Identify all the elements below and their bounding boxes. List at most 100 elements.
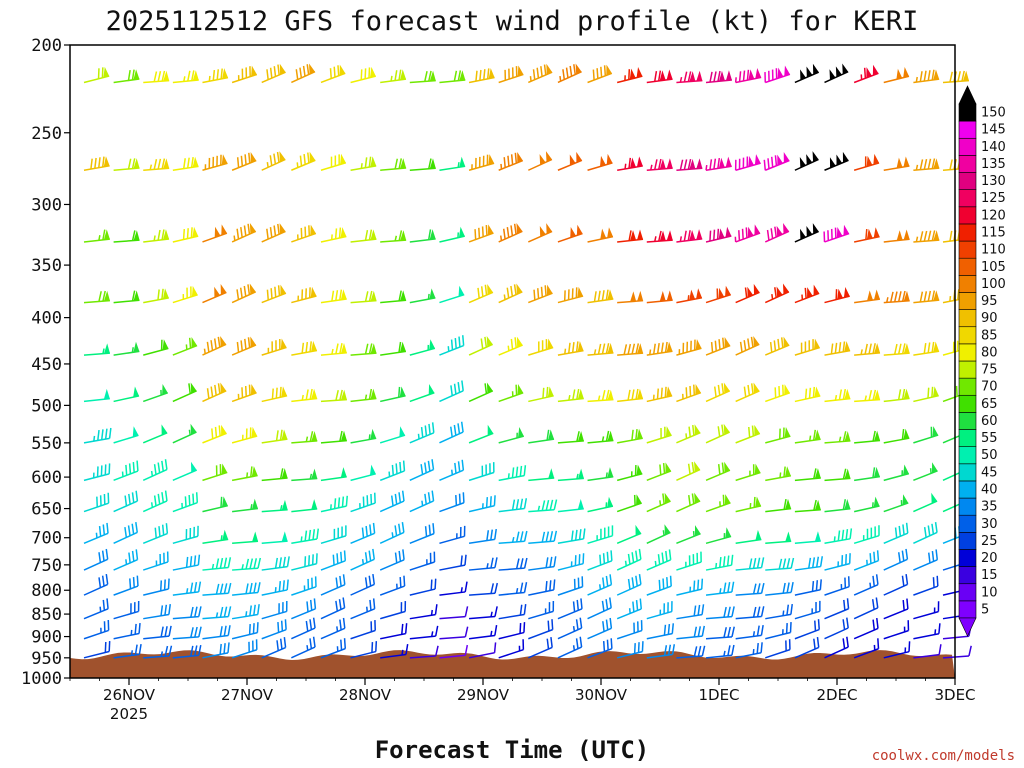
wind-barb xyxy=(202,154,228,171)
wind-barb xyxy=(498,336,523,356)
wind-barb xyxy=(616,620,643,640)
y-tick-label: 800 xyxy=(31,581,62,601)
wind-barb xyxy=(883,574,909,596)
wind-barb xyxy=(587,597,612,620)
wind-barb xyxy=(883,343,910,356)
wind-barb xyxy=(557,576,584,596)
wind-barb xyxy=(587,430,614,444)
wind-barb xyxy=(409,523,435,544)
wind-barb xyxy=(498,65,524,84)
colorbar-swatch xyxy=(958,223,977,242)
wind-barb xyxy=(468,528,497,545)
wind-barb xyxy=(439,525,466,545)
wind-barb xyxy=(83,156,110,171)
wind-barb xyxy=(439,421,464,444)
wind-barb xyxy=(527,151,553,171)
wind-barb xyxy=(528,468,555,482)
wind-barb xyxy=(765,427,791,444)
wind-barb xyxy=(380,230,407,243)
wind-barb xyxy=(735,382,760,403)
wind-barb xyxy=(409,645,439,659)
wind-barb xyxy=(913,549,939,571)
wind-barb xyxy=(676,551,702,571)
wind-barb xyxy=(83,229,110,243)
wind-barb xyxy=(646,386,673,403)
wind-barb xyxy=(172,156,199,171)
colorbar: 5 10 15 20 25 30 35 40 45 50 55 60 65 70 75 80 85 90 95 100… xyxy=(958,85,1006,637)
colorbar-swatch xyxy=(958,412,977,430)
wind-barb xyxy=(735,582,765,596)
wind-barb xyxy=(468,424,494,444)
wind-barb xyxy=(439,335,465,356)
wind-barb xyxy=(231,604,260,620)
y-tick-label: 350 xyxy=(31,256,62,276)
wind-barb xyxy=(616,598,643,620)
wind-barb xyxy=(528,530,558,545)
wind-barb xyxy=(528,338,554,356)
wind-barb xyxy=(468,382,494,403)
colorbar-swatch xyxy=(958,514,977,533)
colorbar-swatch xyxy=(958,532,977,550)
wind-barb xyxy=(824,341,851,356)
wind-barb xyxy=(468,68,495,84)
wind-barb xyxy=(676,525,701,544)
plot-background xyxy=(70,45,955,678)
wind-barb xyxy=(617,343,644,356)
wind-barb xyxy=(172,461,198,482)
wind-barb xyxy=(83,548,109,571)
wind-barb xyxy=(853,550,880,571)
wind-barb xyxy=(765,466,791,482)
wind-barb xyxy=(913,158,940,171)
wind-barb xyxy=(469,582,499,596)
x-tick-label: 2DEC xyxy=(816,686,857,704)
wind-barb xyxy=(705,461,731,482)
wind-barb xyxy=(883,229,910,243)
wind-barb xyxy=(261,223,286,243)
wind-barb xyxy=(439,644,469,659)
wind-barb xyxy=(735,529,762,545)
wind-barb xyxy=(172,226,199,243)
wind-barb xyxy=(913,522,938,544)
colorbar-label: 135 xyxy=(981,157,1006,172)
wind-barb xyxy=(350,388,377,403)
colorbar-label: 30 xyxy=(981,517,998,532)
wind-barb xyxy=(320,343,347,356)
wind-barb xyxy=(705,336,731,356)
wind-barb xyxy=(824,636,849,659)
colorbar-label: 85 xyxy=(981,328,998,343)
wind-barb xyxy=(439,581,468,596)
wind-barb xyxy=(291,431,318,444)
wind-barb xyxy=(172,382,197,403)
wind-barb xyxy=(913,69,940,84)
wind-barb xyxy=(853,153,880,171)
wind-barb xyxy=(202,496,228,513)
wind-barb xyxy=(350,598,376,620)
wind-barb xyxy=(705,527,732,545)
wind-barb xyxy=(231,65,258,84)
colorbar-label: 125 xyxy=(981,191,1006,206)
wind-barb xyxy=(913,290,940,304)
wind-barb xyxy=(291,224,317,243)
wind-barb xyxy=(557,431,584,444)
colorbar-label: 70 xyxy=(981,380,998,395)
wind-barb xyxy=(646,623,675,640)
wind-barb xyxy=(439,226,465,243)
wind-barb xyxy=(232,582,261,596)
colorbar-label: 95 xyxy=(981,294,998,309)
wind-barb xyxy=(824,528,853,545)
wind-barb xyxy=(587,153,613,171)
colorbar-swatch xyxy=(958,309,977,328)
colorbar-swatch xyxy=(958,377,977,396)
wind-barb xyxy=(824,388,851,403)
colorbar-label: 120 xyxy=(981,208,1006,223)
wind-barb xyxy=(705,606,735,620)
colorbar-swatch xyxy=(958,497,977,516)
wind-barb xyxy=(320,525,347,545)
wind-barb xyxy=(617,388,644,403)
colorbar-label: 100 xyxy=(981,277,1006,292)
wind-barb xyxy=(824,553,851,571)
colorbar-swatch xyxy=(958,394,977,413)
wind-barb xyxy=(557,388,584,403)
wind-barb xyxy=(202,529,229,545)
wind-barb xyxy=(528,63,553,84)
